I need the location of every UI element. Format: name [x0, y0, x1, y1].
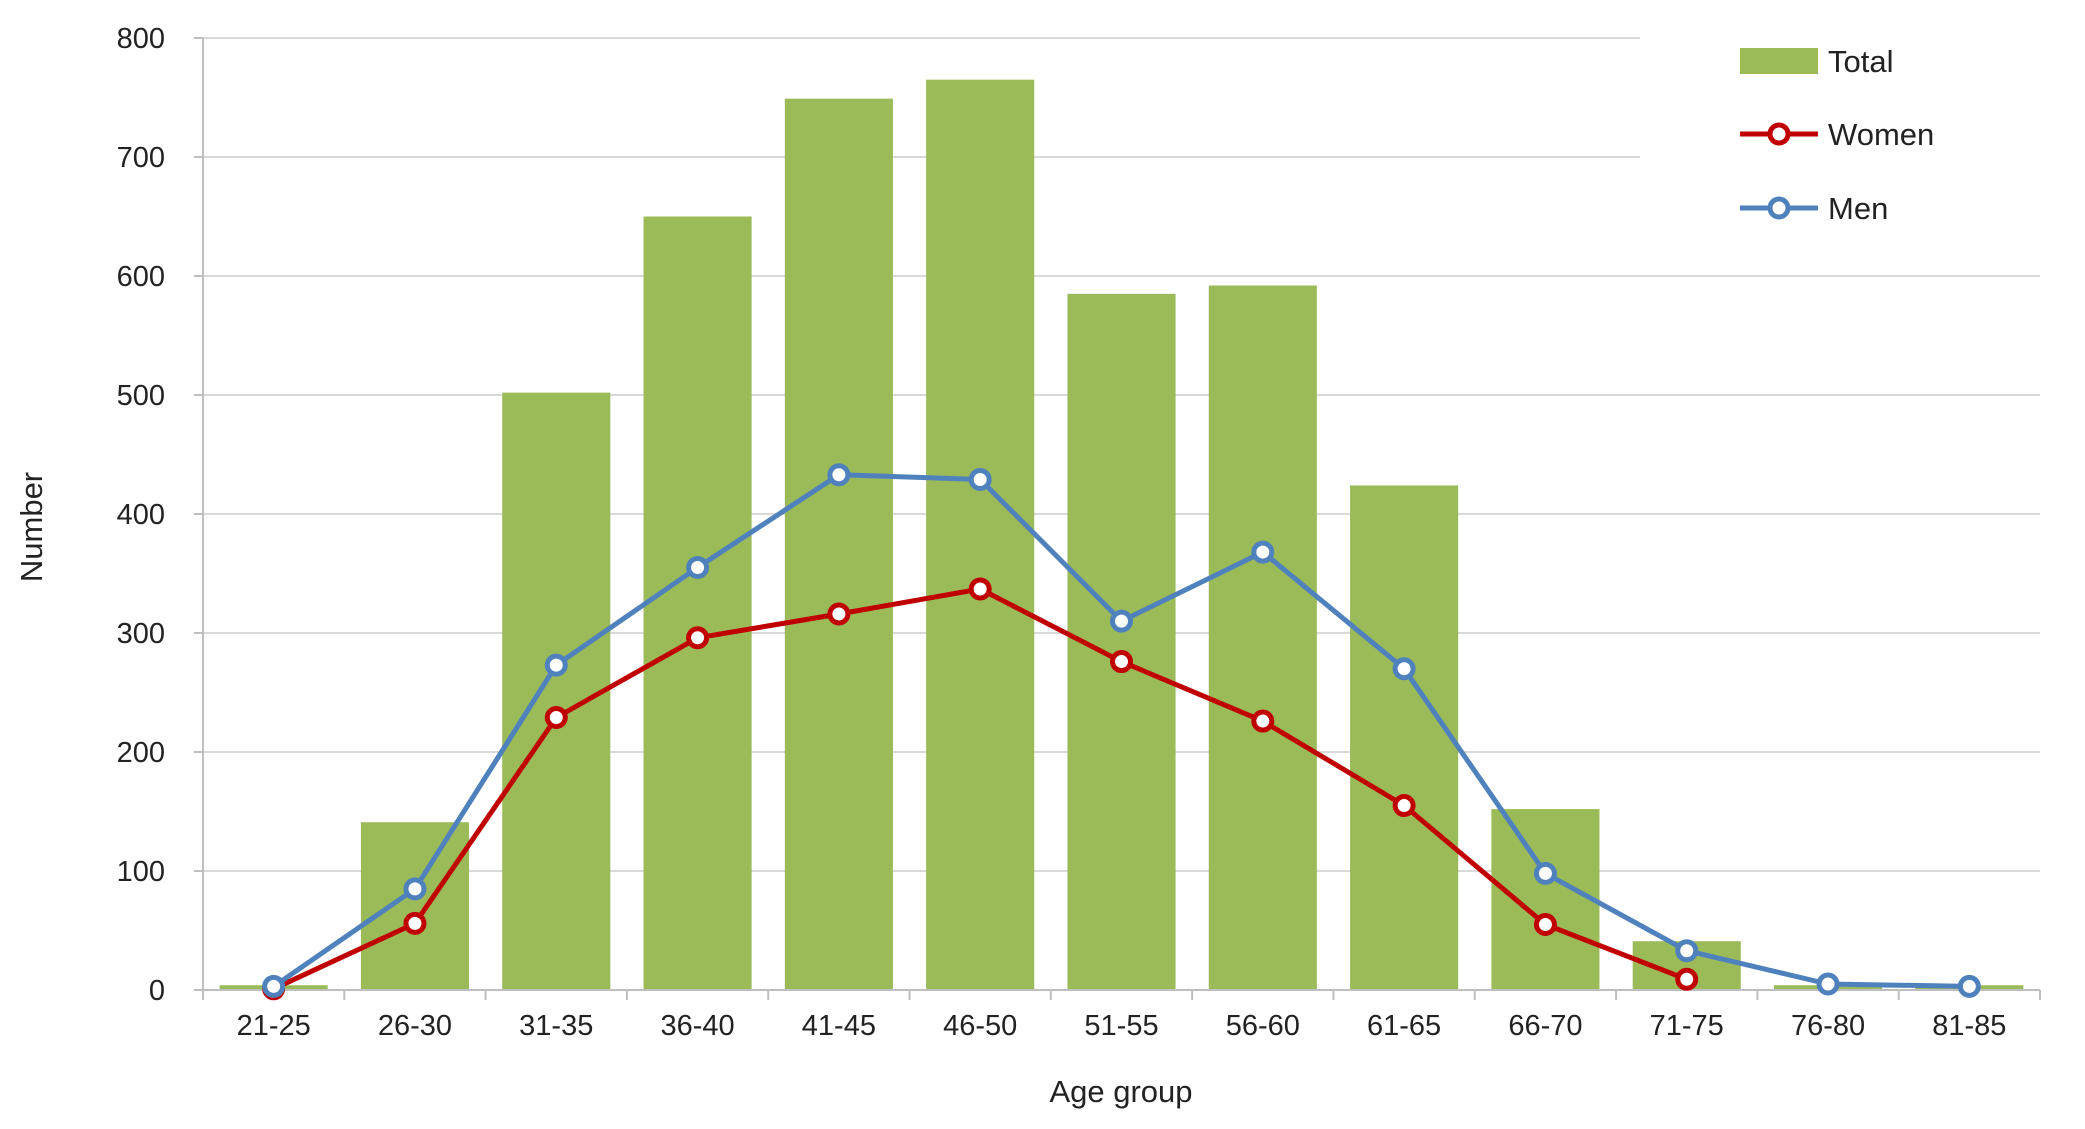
y-tick-label: 300 [117, 618, 165, 650]
axes [194, 37, 2041, 1000]
legend-label-total: Total [1828, 44, 1893, 79]
x-tick-label: 66-70 [1508, 1010, 1582, 1042]
y-tick-label: 500 [117, 380, 165, 412]
point-men [827, 463, 851, 487]
bar-total [360, 822, 470, 990]
line-series [262, 463, 1981, 1001]
x-tick-label: 21-25 [237, 1010, 311, 1042]
point-men [1392, 657, 1416, 681]
point-men [544, 653, 568, 677]
y-tick-label: 100 [117, 856, 165, 888]
point-women [827, 602, 851, 626]
point-women [1251, 709, 1275, 733]
x-tick-label: 31-35 [519, 1010, 593, 1042]
point-women [1392, 794, 1416, 818]
legend-label-women: Women [1828, 117, 1934, 152]
x-tick-label: 36-40 [660, 1010, 734, 1042]
legend: Total Women Men [1640, 12, 2042, 252]
y-tick-label: 800 [117, 23, 165, 55]
point-men [1533, 861, 1557, 885]
y-axis-title: Number [14, 472, 49, 582]
x-tick-label: 81-85 [1932, 1010, 2006, 1042]
bar-total [1491, 809, 1600, 990]
legend-label-men: Men [1828, 191, 1888, 226]
bar-total [643, 216, 752, 990]
point-men [1957, 974, 1981, 998]
y-tick-label: 400 [117, 499, 165, 531]
bar-total [784, 98, 893, 990]
legend-marker-men [1767, 196, 1791, 220]
point-men [1816, 972, 1840, 996]
point-women [968, 577, 992, 601]
point-women [686, 626, 710, 650]
bar-total [1350, 485, 1459, 990]
point-women [544, 705, 568, 729]
point-men [1110, 609, 1133, 633]
x-tick-label: 46-50 [943, 1010, 1017, 1042]
point-men [1675, 939, 1699, 963]
axis-labels: 0 100 200 300 400 500 600 700 800 21-25 26-30 31-35… [117, 23, 2007, 1042]
legend-swatch-total [1740, 48, 1818, 74]
x-tick-label: 76-80 [1791, 1010, 1865, 1042]
y-tick-label: 200 [117, 737, 165, 769]
point-women [1110, 650, 1133, 674]
point-men [1251, 540, 1275, 564]
bar-total [1208, 285, 1317, 990]
x-tick-label: 26-30 [378, 1010, 452, 1042]
point-women [1533, 913, 1557, 937]
x-tick-label: 61-65 [1367, 1010, 1441, 1042]
point-men [968, 467, 992, 491]
point-women [403, 911, 427, 935]
y-tick-label: 600 [117, 261, 165, 293]
bar-total [926, 79, 1035, 990]
x-tick-label: 71-75 [1650, 1010, 1724, 1042]
x-axis-title: Age group [1049, 1074, 1192, 1109]
y-tick-label: 700 [117, 142, 165, 174]
y-tick-label: 0 [149, 975, 165, 1007]
bar-total [502, 392, 611, 990]
point-men [403, 877, 427, 901]
point-men [262, 974, 286, 998]
x-tick-label: 41-45 [802, 1010, 876, 1042]
x-tick-label: 56-60 [1226, 1010, 1300, 1042]
bar-series [219, 79, 2024, 991]
x-tick-label: 51-55 [1084, 1010, 1158, 1042]
legend-marker-women [1767, 122, 1791, 146]
legend-background [1640, 12, 2042, 252]
point-men [686, 556, 710, 580]
point-women [1675, 967, 1699, 991]
